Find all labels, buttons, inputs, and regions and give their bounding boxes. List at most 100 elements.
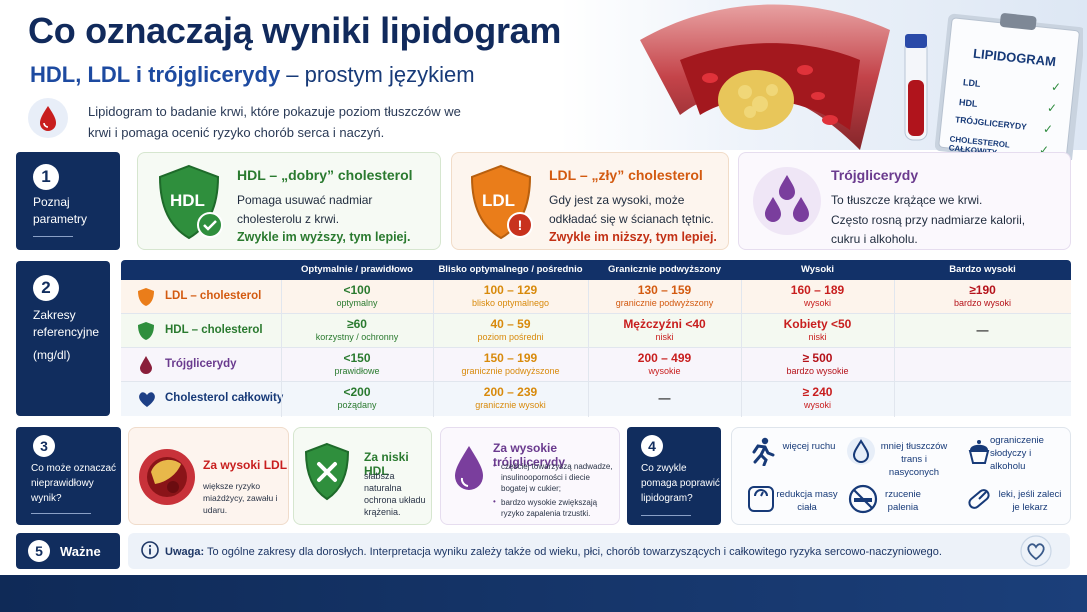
hdl-badge-text: HDL <box>170 191 205 210</box>
hdl-shield-icon <box>158 164 223 240</box>
high-ldl-text: większe ryzyko miażdżycy, zawału i udaru… <box>203 481 278 515</box>
hdl-text: Pomaga usuwać nadmiar cholesterolu z krw… <box>237 193 373 226</box>
table-cell: 150 – 199 granicznie podwyższone <box>461 351 560 376</box>
table-cell: 100 – 129 blisko optymalnego <box>471 283 550 308</box>
table-cell: Mężczyźni <40 niski <box>623 317 706 342</box>
column-header: Wysoki <box>800 264 835 275</box>
row-name: Trójglicerydy <box>165 358 237 370</box>
tips-panel: więcej ruchu mniej tłuszczów trans i nas… <box>731 427 1071 525</box>
heart-icon <box>1020 535 1052 567</box>
table-row: LDL – cholesterol <100 optymalny 100 – 12… <box>121 280 1071 314</box>
section-label: Poznaj parametry <box>33 195 88 226</box>
table-header: Optymalnie / prawidłowo Blisko optymalne… <box>121 260 1071 280</box>
section-number: 4 <box>641 435 663 457</box>
blood-drop-icon <box>28 98 68 138</box>
ldl-badge-text: LDL <box>482 191 516 210</box>
note-body: To ogólne zakresy dla dorosłych. Interpr… <box>204 546 942 558</box>
column-header: Blisko optymalnego / pośrednio <box>438 264 583 275</box>
ldl-strong: Zwykle im niższy, tym lepiej. <box>549 230 717 244</box>
table-cell: ≥ 500 bardzo wysokie <box>786 351 849 376</box>
no-smoking-icon <box>848 484 878 514</box>
svg-text:!: ! <box>518 217 523 233</box>
high-tg-bullet-2: bardzo wysokie zwiększają ryzyko zapalen… <box>501 498 598 518</box>
tg-title: Trójglicerydy <box>831 167 919 183</box>
running-icon <box>752 437 775 466</box>
page-subtitle: HDL, LDL i trójglicerydy – prostym język… <box>30 62 475 88</box>
drop-icon <box>847 437 875 465</box>
table-row: Cholesterol całkowity <200 pożądany 200 –… <box>121 382 1071 416</box>
note-text: Uwaga: To ogólne zakresy dla dorosłych. … <box>165 546 942 558</box>
low-hdl-text: słabsza naturalna ochrona układu krążeni… <box>364 471 426 517</box>
ldl-text: Gdy jest za wysoki, może odkładać się w … <box>549 193 714 226</box>
ldl-shield-icon: ! <box>470 164 533 240</box>
table-cell: — <box>658 391 671 405</box>
table-cell: 130 – 159 granicznie podwyższony <box>615 283 714 308</box>
tip-text: ograniczenie słodyczy i alkoholu <box>990 435 1044 472</box>
section-label: Co zwykle pomaga poprawić lipidogram? <box>641 463 720 504</box>
page-title: Co oznaczają wyniki lipidogramu? <box>28 10 605 51</box>
footer-bar <box>0 575 1087 612</box>
tg-text2: Często rosną przy nadmiarze kalorii, cuk… <box>831 213 1026 246</box>
heart-icon <box>139 392 155 407</box>
high-ldl-title: Za wysoki LDL <box>203 458 288 472</box>
tip-text: mniej tłuszczów trans i nasyconych <box>880 441 948 478</box>
note-box <box>128 533 1070 569</box>
table-cell: <100 optymalny <box>336 283 378 308</box>
table-cell: 200 – 239 granicznie wysoki <box>475 385 546 410</box>
tip-text: rzucenie palenia <box>885 489 921 513</box>
table-cell: — <box>976 323 989 337</box>
high-ldl-card: Za wysoki LDL większe ryzyko miażdżycy, … <box>128 427 289 525</box>
scale-icon <box>748 486 774 512</box>
check-icon: ✓ <box>1047 101 1058 115</box>
check-icon: ✓ <box>1051 80 1062 94</box>
table-cell: ≥60 korzystny / ochronny <box>315 317 399 342</box>
triglyceride-drops-icon <box>753 167 821 235</box>
section-number: 5 <box>28 540 50 562</box>
reference-table: Optymalnie / prawidłowo Blisko optymalne… <box>121 260 1071 417</box>
low-hdl-card: Za niski HDL słabsza naturalna ochrona u… <box>293 427 432 525</box>
section-number: 3 <box>33 435 55 457</box>
intro-text: Lipidogram to badanie krwi, które pokazu… <box>88 104 461 140</box>
section-label: Ważne <box>60 544 101 559</box>
tip-text: więcej ruchu <box>782 441 836 452</box>
x-shield-icon <box>304 442 350 501</box>
section-1-tab: 1 Poznaj parametry <box>16 152 120 250</box>
section-label: Zakresy referencyjne <box>33 308 100 339</box>
hdl-strong: Zwykle im wyższy, tym lepiej. <box>237 230 411 244</box>
low-hdl-title: Za niski HDL <box>364 450 409 478</box>
subtitle-strong: HDL, LDL i trójglicerydy <box>30 62 281 87</box>
table-cell: <150 prawidłowe <box>334 351 380 376</box>
high-tg-card: Za wysokie trójglicerydy • częściej towa… <box>440 427 620 525</box>
tg-card: Trójglicerydy To tłuszcze krążące we krw… <box>738 152 1071 250</box>
section-number: 1 <box>33 164 59 190</box>
section-number: 2 <box>33 275 59 301</box>
table-cell: ≥ 240 wysoki <box>802 385 833 410</box>
clipboard-item: LDL <box>962 77 981 89</box>
clipboard-item: HDL <box>958 97 978 109</box>
hdl-shield-icon <box>138 322 154 340</box>
table-cell: <200 pożądany <box>337 385 377 410</box>
column-header: Bardzo wysoki <box>949 264 1016 275</box>
table-cell: Kobiety <50 niski <box>783 317 852 342</box>
tg-text1: To tłuszcze krążące we krwi. <box>831 193 983 207</box>
column-header: Granicznie podwyższony <box>608 264 721 275</box>
high-tg-title: Za wysokie trójglicerydy <box>493 441 566 469</box>
table-cell: 40 – 59 poziom pośredni <box>477 317 544 342</box>
section-4-tab: 4 Co zwykle pomaga poprawić lipidogram? <box>627 427 721 525</box>
section-2-tab: 2 Zakresy referencyjne (mg/dl) <box>16 261 110 416</box>
ldl-card: ! LDL LDL – „zły” cholesterol Gdy jest z… <box>451 152 729 250</box>
subtitle-rest: – prostym językiem <box>280 62 475 87</box>
table-cell: ≥190 bardzo wysoki <box>953 283 1012 308</box>
check-icon: ✓ <box>1043 122 1054 136</box>
row-name: Cholesterol całkowity <box>165 392 284 404</box>
hdl-title: HDL – „dobry” cholesterol <box>237 167 413 183</box>
info-icon <box>141 541 159 559</box>
table-row: HDL – cholesterol ≥60 korzystny / ochronn… <box>121 314 1071 348</box>
section-label: Co może oznaczać nieprawidłowy wynik? <box>31 463 117 504</box>
section-3-tab: 3 Co może oznaczać nieprawidłowy wynik? <box>16 427 121 525</box>
ldl-shield-icon <box>138 288 154 306</box>
tip-text: leki, jeśli zaleci je lekarz <box>998 489 1062 513</box>
ldl-title: LDL – „zły” cholesterol <box>549 167 703 183</box>
hdl-card: HDL HDL – „dobry” cholesterol Pomaga usu… <box>137 152 441 250</box>
row-name: HDL – cholesterol <box>165 324 263 336</box>
